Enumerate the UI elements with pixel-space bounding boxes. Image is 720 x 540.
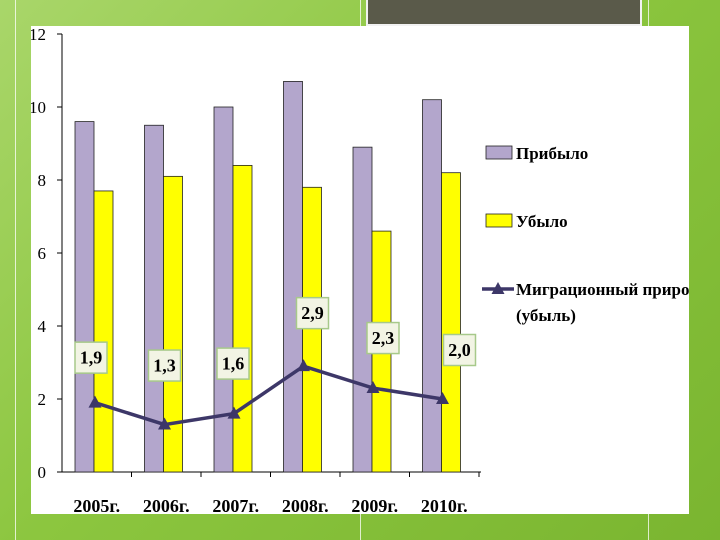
data-label-box bbox=[295, 296, 330, 330]
data-label: 1,3 bbox=[153, 356, 176, 376]
legend-swatch-migration-marker bbox=[491, 282, 505, 294]
data-label: 1,6 bbox=[222, 354, 245, 374]
chart-axes bbox=[61, 34, 481, 473]
migration-point bbox=[297, 359, 310, 372]
migration-chart: 0 2 4 6 8 10 12 2005г. 2006г. 2007г. 2008г. 2009г.… bbox=[31, 26, 689, 514]
legend: Прибыло Убыло Миграционный прирост (убыль) bbox=[482, 144, 689, 325]
bar-departed bbox=[441, 172, 461, 473]
x-category-label: 2006г. bbox=[143, 496, 190, 514]
data-label-box bbox=[366, 321, 400, 355]
y-tick-label: 2 bbox=[38, 390, 47, 409]
x-category-label: 2005г. bbox=[73, 496, 120, 514]
migration-line bbox=[94, 364, 443, 427]
data-label-box bbox=[442, 333, 477, 367]
slide-title-bar bbox=[366, 0, 642, 26]
legend-label-migration: Миграционный прирост bbox=[516, 280, 689, 299]
migration-point bbox=[366, 381, 380, 394]
x-category-label: 2010г. bbox=[421, 496, 468, 514]
data-label-box bbox=[147, 349, 182, 382]
legend-swatch-departed bbox=[485, 213, 513, 228]
y-tick-label: 8 bbox=[38, 171, 47, 190]
bar-departed bbox=[232, 164, 253, 473]
x-category-label: 2007г. bbox=[212, 496, 259, 514]
y-tick-label: 0 bbox=[38, 463, 47, 482]
bar-arrived bbox=[422, 99, 442, 473]
data-label: 2,0 bbox=[448, 340, 471, 360]
bar-departed bbox=[163, 175, 183, 473]
y-tick-label: 10 bbox=[31, 98, 46, 117]
legend-label-migration-line2: (убыль) bbox=[516, 306, 576, 325]
x-category-label: 2008г. bbox=[282, 496, 329, 514]
y-tick-label: 12 bbox=[31, 26, 46, 44]
data-label: 2,3 bbox=[372, 328, 395, 348]
bar-departed bbox=[302, 186, 322, 473]
bars bbox=[74, 81, 480, 477]
bar-arrived bbox=[283, 81, 303, 473]
migration-point bbox=[227, 406, 241, 419]
x-category-label: 2009г. bbox=[351, 496, 398, 514]
data-label: 2,9 bbox=[301, 303, 324, 323]
data-label-box bbox=[74, 341, 108, 374]
migration-point bbox=[436, 392, 449, 404]
y-tick-label: 6 bbox=[38, 244, 47, 263]
migration-point bbox=[158, 417, 171, 430]
slide-decor-line-left bbox=[15, 0, 16, 540]
migration-point bbox=[88, 395, 102, 408]
bar-departed bbox=[93, 190, 114, 473]
legend-swatch-arrived bbox=[485, 145, 513, 160]
category-labels: 2005г. 2006г. 2007г. 2008г. 2009г. 2010г. bbox=[73, 496, 467, 514]
legend-label-departed: Убыло bbox=[516, 212, 568, 231]
data-label: 1,9 bbox=[80, 348, 103, 368]
bar-arrived bbox=[352, 146, 373, 473]
line-series: 1,9 1,3 1,6 2,9 2,3 2,0 bbox=[74, 296, 477, 430]
y-tick-label: 4 bbox=[38, 317, 47, 336]
chart-panel: 0 2 4 6 8 10 12 2005г. 2006г. 2007г. 2008г. 2009г.… bbox=[31, 26, 689, 514]
legend-label-arrived: Прибыло bbox=[516, 144, 588, 163]
y-ticks: 0 2 4 6 8 10 12 bbox=[31, 26, 62, 482]
bar-arrived bbox=[74, 121, 95, 473]
data-label-box bbox=[216, 347, 250, 380]
